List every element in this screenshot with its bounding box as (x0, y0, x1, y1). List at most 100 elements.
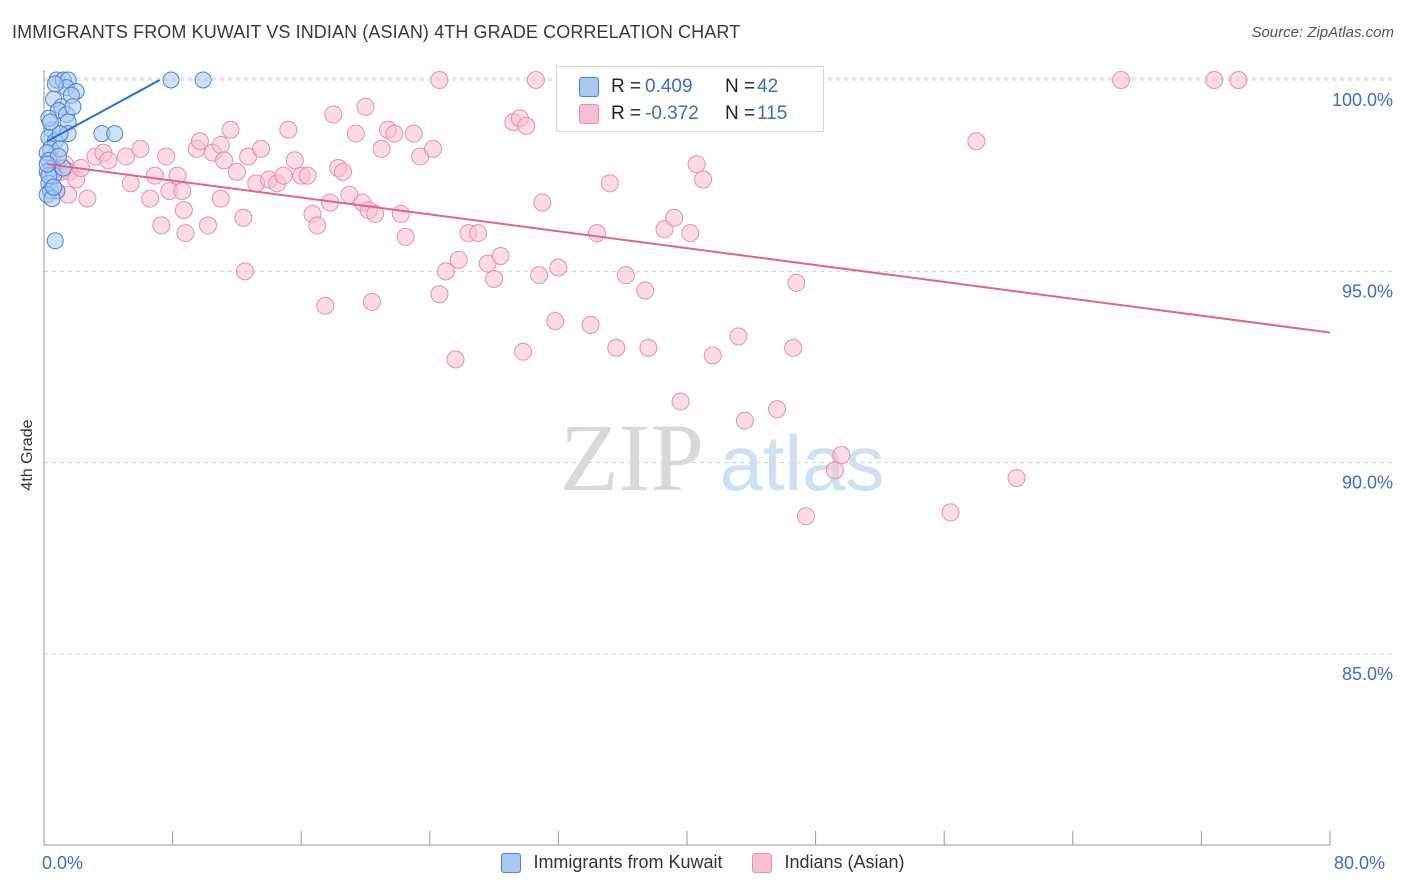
point-indians (324, 105, 343, 124)
r-label: R = (611, 103, 642, 124)
series-immigrants-from-kuwait (38, 71, 212, 250)
y-tick-label: 100.0% (1332, 90, 1393, 110)
point-indians (356, 97, 375, 116)
trendlines (46, 79, 1331, 334)
legend-label-indians: Indians (Asian) (784, 852, 905, 872)
point-indians (616, 266, 635, 285)
point-indians (145, 166, 164, 185)
pink-swatch (579, 104, 599, 124)
point-indians (581, 315, 600, 334)
point-indians (198, 216, 217, 235)
y-tick-labels: 85.0% 90.0% 95.0% 100.0% (1332, 90, 1393, 684)
point-indians (671, 392, 690, 411)
point-indians (227, 162, 246, 181)
point-indians (703, 346, 722, 365)
point-indians (1112, 71, 1131, 89)
point-indians (787, 273, 806, 292)
point-indians (1007, 468, 1026, 487)
point-indians (372, 139, 391, 158)
chart-title: IMMIGRANTS FROM KUWAIT VS INDIAN (ASIAN)… (12, 22, 741, 42)
y-tick-label: 85.0% (1342, 664, 1393, 684)
point-kuwait (46, 75, 64, 93)
point-indians (665, 208, 684, 227)
point-indians (252, 139, 271, 158)
point-indians (967, 132, 986, 151)
legend-item-indians[interactable]: Indians (Asian) (752, 852, 905, 873)
point-indians (446, 350, 465, 369)
trendline-kuwait (46, 79, 161, 143)
point-indians (404, 124, 423, 143)
legend-item-kuwait[interactable]: Immigrants from Kuwait (501, 852, 722, 873)
point-indians (274, 166, 293, 185)
point-indians (234, 208, 253, 227)
point-indians (235, 262, 254, 281)
point-indians (157, 147, 176, 166)
legend-row-kuwait: R = 0.409 N = 42 (579, 76, 778, 98)
point-indians (530, 266, 549, 285)
y-tick-label: 90.0% (1342, 473, 1393, 493)
point-kuwait (64, 98, 82, 116)
blue-swatch (501, 852, 522, 873)
point-indians (655, 220, 674, 239)
legend-label-kuwait: Immigrants from Kuwait (533, 852, 723, 872)
point-kuwait (106, 125, 124, 143)
watermark-atlas: atlas (720, 419, 885, 507)
blue-swatch (579, 77, 599, 97)
n-label: N = (725, 103, 756, 124)
point-indians (681, 224, 700, 243)
point-indians (607, 338, 626, 357)
point-indians (600, 174, 619, 193)
point-indians (366, 204, 385, 223)
point-indians (221, 120, 240, 139)
point-indians (279, 120, 298, 139)
point-indians (211, 136, 230, 155)
r-value: 0.409 (645, 76, 693, 97)
point-indians (514, 342, 533, 361)
point-indians (424, 139, 443, 158)
point-indians (121, 174, 140, 193)
r-label: R = (611, 76, 642, 97)
point-indians (285, 151, 304, 170)
point-indians (211, 189, 230, 208)
point-kuwait (45, 178, 63, 196)
point-indians (832, 446, 851, 465)
point-indians (190, 132, 209, 151)
point-indians (391, 204, 410, 223)
point-indians (825, 461, 844, 480)
point-indians (784, 338, 803, 357)
pink-swatch (752, 852, 773, 873)
point-indians (316, 296, 335, 315)
point-indians (485, 269, 504, 288)
n-label: N = (725, 76, 756, 97)
n-value: 115 (757, 103, 788, 124)
series-legend: Immigrants from Kuwait Indians (Asian) (0, 852, 1406, 873)
point-indians (99, 151, 118, 170)
point-indians (941, 503, 960, 522)
point-indians (469, 224, 488, 243)
n-value: 42 (757, 76, 779, 97)
point-indians (639, 338, 658, 357)
point-indians (78, 189, 97, 208)
point-indians (298, 166, 317, 185)
point-kuwait (41, 113, 59, 131)
point-kuwait (194, 71, 212, 89)
r-value: -0.372 (645, 103, 699, 124)
watermark: ZIP atlas (560, 404, 884, 511)
watermark-zip: ZIP (560, 404, 704, 511)
x-tick-label-max: 80.0% (1334, 853, 1386, 873)
correlation-legend: R = 0.409 N = 42 R = -0.372 N = 115 (556, 66, 824, 132)
point-indians (116, 147, 135, 166)
point-indians (174, 201, 193, 220)
point-indians (346, 124, 365, 143)
point-indians (735, 411, 754, 430)
point-kuwait (46, 232, 64, 250)
point-indians (362, 292, 381, 311)
point-indians (173, 181, 192, 200)
point-indians (141, 189, 160, 208)
point-indians (533, 193, 552, 212)
legend-row-indians: R = -0.372 N = 115 (579, 103, 787, 125)
point-indians (308, 216, 327, 235)
point-indians (491, 247, 510, 266)
point-indians (152, 216, 171, 235)
